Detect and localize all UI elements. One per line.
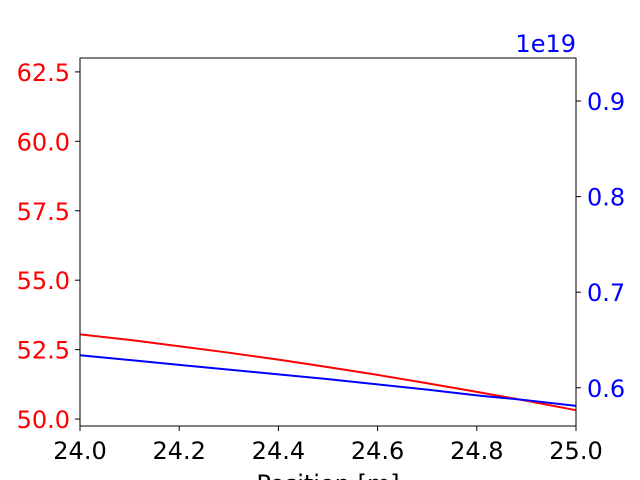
x-tick-label: 24.2 xyxy=(152,437,205,465)
right-axis-offset-text: 1e19 xyxy=(515,30,576,58)
plot-frame xyxy=(79,57,577,427)
left-y-tick-label: 50.0 xyxy=(17,406,70,434)
x-tick-label: 24.8 xyxy=(450,437,503,465)
right-y-tick-label: 0.8 xyxy=(587,184,625,212)
x-tick-label: 24.4 xyxy=(252,437,305,465)
left-y-axis: 50.0 52.5 55.0 57.5 60.0 62.5 xyxy=(17,59,80,434)
left-y-tick-label: 60.0 xyxy=(17,128,70,156)
plot-area xyxy=(79,57,577,427)
right-y-tick-label: 0.7 xyxy=(587,279,625,307)
x-axis-label: Position [m] xyxy=(256,470,399,480)
left-y-tick-label: 57.5 xyxy=(17,198,70,226)
right-y-tick-label: 0.9 xyxy=(587,88,625,116)
left-y-tick-label: 62.5 xyxy=(17,59,70,87)
left-y-tick-label: 52.5 xyxy=(17,337,70,365)
x-tick-label: 24.6 xyxy=(351,437,404,465)
left-y-tick-label: 55.0 xyxy=(17,267,70,295)
right-y-tick-label: 0.6 xyxy=(587,375,625,403)
x-tick-label: 24.0 xyxy=(53,437,106,465)
right-y-axis: 0.6 0.7 0.8 0.9 xyxy=(576,88,625,403)
left-axis-series-line xyxy=(79,333,577,412)
x-axis: 24.0 24.2 24.4 24.6 24.8 25.0 xyxy=(53,426,603,465)
right-axis-series-line xyxy=(79,354,577,407)
x-tick-label: 25.0 xyxy=(549,437,602,465)
